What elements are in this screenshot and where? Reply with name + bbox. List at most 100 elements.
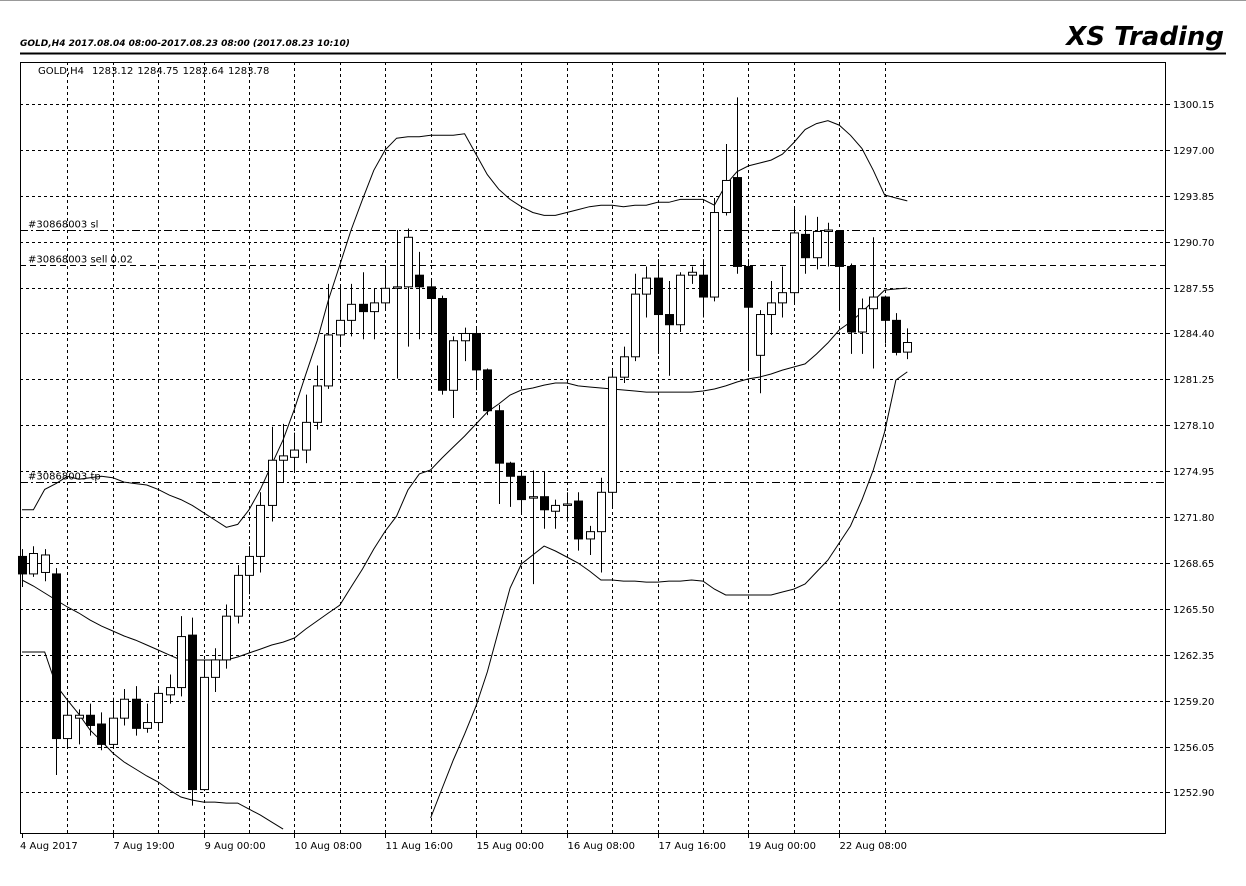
y-tick-label: 1271.80 [1173, 513, 1214, 524]
y-tick-label: 1252.90 [1173, 788, 1214, 799]
x-tick-label: 11 Aug 16:00 [386, 841, 453, 852]
candles [18, 97, 912, 806]
candle-body [290, 449, 299, 458]
candle-body [529, 496, 538, 499]
candle-body [132, 698, 141, 729]
candle-body [52, 573, 61, 740]
bollinger-band [22, 120, 908, 528]
candle-body [790, 232, 799, 294]
candle-body [234, 574, 243, 617]
candle-body [903, 342, 912, 353]
x-tick-label: 7 Aug 19:00 [114, 841, 175, 852]
candle-body [801, 233, 810, 259]
candle-body [120, 698, 129, 719]
candle-body [586, 531, 595, 540]
candle-body [245, 555, 254, 576]
candle-body [733, 177, 742, 267]
candle-body [722, 179, 731, 214]
candle-body [710, 212, 719, 298]
candle-body [109, 717, 118, 745]
x-tick-label: 15 Aug 00:00 [477, 841, 544, 852]
candle-body [415, 274, 424, 288]
candle-body [881, 296, 890, 321]
candle-body [381, 287, 390, 304]
last-close: 1283.78 [228, 66, 269, 77]
candle-body [222, 615, 231, 661]
candle-body [824, 229, 833, 232]
y-tick-label: 1265.50 [1173, 605, 1214, 616]
candle-body [756, 314, 765, 356]
candle-body [869, 296, 878, 310]
candle-body [551, 504, 560, 512]
candle-body [427, 286, 436, 300]
y-tick-label: 1297.00 [1173, 146, 1214, 157]
candle-body [620, 356, 629, 378]
candle-body [597, 491, 606, 533]
y-tick-label: 1290.70 [1173, 238, 1214, 249]
x-tick-label: 4 Aug 2017 [20, 841, 78, 852]
candle-body [699, 274, 708, 298]
bands [21, 120, 908, 830]
candle-body [767, 302, 776, 316]
order-levels: #30868003 sl #30868003 sell 0.02 #30868003… [20, 220, 1165, 483]
candle-body [472, 332, 481, 371]
x-tick-label: 16 Aug 08:00 [568, 841, 635, 852]
candle-body [336, 319, 345, 336]
candle-body [574, 500, 583, 540]
info-line: GOLD,H4 1283.12 1284.75 1282.64 1283.78 [38, 66, 269, 77]
candle-body [154, 692, 163, 724]
y-tick-label: 1262.35 [1173, 651, 1214, 662]
candle-body [540, 496, 549, 511]
y-tick-label: 1259.20 [1173, 697, 1214, 708]
candle-body [279, 455, 288, 461]
candle-body [654, 277, 663, 316]
candle-body [506, 462, 515, 477]
x-tick-label: 19 Aug 00:00 [749, 841, 816, 852]
y-tick-label: 1284.40 [1173, 329, 1214, 340]
bollinger-band [22, 371, 908, 830]
order-level-label: #30868003 sell 0.02 [28, 255, 133, 266]
candle-body [563, 503, 572, 506]
candle-body [347, 303, 356, 321]
y-tick-label: 1287.55 [1173, 284, 1214, 295]
candle-body [97, 723, 106, 745]
candle-body [688, 271, 697, 276]
candle-body [393, 286, 402, 289]
candle-body [188, 634, 197, 791]
candle-body [676, 274, 685, 326]
candle-body [665, 314, 674, 326]
candle-body [200, 676, 209, 791]
y-tick-label: 1293.85 [1173, 192, 1214, 203]
candle-body [449, 340, 458, 391]
y-tick-label: 1268.65 [1173, 559, 1214, 570]
y-tick-label: 1281.25 [1173, 375, 1214, 386]
candle-body [359, 303, 368, 313]
y-tick-label: 1300.15 [1173, 100, 1214, 111]
bollinger-band [21, 287, 908, 661]
candle-body [18, 555, 27, 575]
x-tick-label: 17 Aug 16:00 [659, 841, 726, 852]
order-level-label: #30868003 sl [28, 220, 98, 231]
candle-body [835, 230, 844, 267]
candle-body [517, 475, 526, 501]
candle-body [143, 722, 152, 729]
axes: 1252.90 1256.05 1259.20 1262.35 1265.50 1268.… [20, 100, 1214, 852]
candle-body [404, 236, 413, 288]
candle-body [313, 385, 322, 423]
candle-body [324, 334, 333, 387]
last-low: 1282.64 [183, 66, 224, 77]
candle-body [744, 265, 753, 308]
candle-body [41, 554, 50, 573]
candle-body [268, 459, 277, 506]
last-open: 1283.12 [92, 66, 133, 77]
candle-body [177, 636, 186, 689]
plot-frame [20, 62, 1166, 834]
candle-body [892, 319, 901, 353]
x-tick-label: 22 Aug 08:00 [840, 841, 907, 852]
candle-body [29, 553, 38, 575]
candle-body [778, 292, 787, 304]
candle-body [495, 410, 504, 464]
y-tick-label: 1278.10 [1173, 421, 1214, 432]
